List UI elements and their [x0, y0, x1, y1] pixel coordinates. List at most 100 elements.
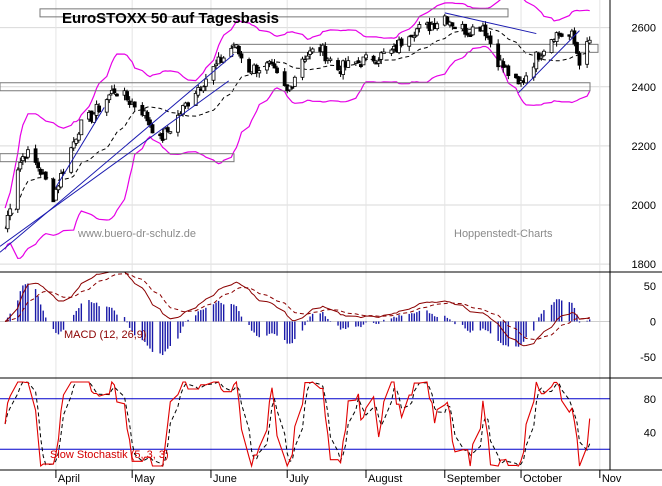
candle-body [516, 76, 521, 85]
bollinger-upper [4, 0, 590, 209]
candle-body [549, 39, 554, 53]
candle-body [254, 64, 259, 74]
candle-body [26, 149, 30, 158]
candle-body [239, 53, 244, 59]
candle-body [356, 60, 361, 64]
candle-body [186, 102, 190, 107]
candle-body [38, 168, 43, 175]
candle-body [43, 171, 48, 180]
candle-body [305, 55, 310, 60]
candle-body [407, 36, 412, 47]
candle-body [234, 44, 239, 48]
candle-body [193, 92, 198, 106]
x-axis-labels: April May June July August September October No… [55, 470, 622, 485]
candle-body [92, 113, 96, 123]
candle-body [196, 87, 201, 96]
candle-body [359, 64, 363, 68]
stochastic-panel [0, 380, 610, 469]
candle-body [496, 43, 501, 68]
trendline-down [444, 12, 537, 35]
candle-body [587, 39, 592, 44]
candle-body [18, 161, 23, 170]
candle-body [15, 169, 20, 210]
bollinger-bands [4, 0, 591, 260]
candle-body [97, 105, 102, 112]
candle-body [303, 59, 307, 62]
candle-body [59, 173, 63, 188]
watermark-source: Hoppenstedt-Charts [454, 228, 553, 240]
stochastic-label: Slow Stochastik (5, 3, 3) [50, 449, 169, 461]
candle-body [132, 101, 137, 108]
candle-body [264, 62, 269, 71]
candle-body [371, 55, 376, 62]
candle-body [54, 188, 58, 201]
candle-body [346, 60, 351, 68]
candle-body [282, 71, 287, 86]
candle-body [465, 32, 470, 36]
candle-body [247, 59, 251, 73]
candle-body [270, 61, 274, 65]
candle-body [364, 54, 368, 59]
watermark-website: www.buero-dr-schulz.de [78, 228, 196, 240]
x-tick-label-june: June [213, 473, 237, 485]
panel-frames [0, 0, 662, 471]
candle-body [376, 60, 381, 64]
y-axis-labels: 1800 2000 2200 2400 2600 50 0 -50 80 40 [632, 23, 656, 440]
candle-body [125, 91, 129, 101]
candle-body [417, 24, 422, 29]
candle-body [292, 76, 297, 87]
candle-body [221, 57, 226, 63]
stoch-tick-label-80: 80 [644, 394, 656, 406]
macd-tick-label--50: -50 [640, 352, 656, 364]
candle-body [435, 23, 440, 30]
trend-lines [0, 12, 580, 253]
y-tick-label-2000: 2000 [632, 200, 656, 212]
candle-body [585, 41, 590, 65]
trendline-up-1 [0, 53, 235, 253]
x-tick-label-april: April [58, 473, 80, 485]
candle-body [542, 50, 546, 56]
candle-body [468, 34, 473, 37]
candle-body [203, 78, 208, 87]
candle-body [8, 208, 13, 216]
x-tick-label-august: August [368, 473, 402, 485]
candle-body [300, 58, 305, 78]
candle-body [450, 22, 455, 27]
macd-signal-line [5, 273, 590, 340]
candle-body [163, 128, 168, 140]
candle-body [534, 51, 539, 70]
candle-body [445, 16, 450, 25]
candle-body [336, 60, 340, 71]
candle-body [79, 119, 84, 136]
candle-body [112, 88, 117, 94]
x-tick-label-october: October [523, 473, 562, 485]
candle-body [176, 114, 180, 133]
macd-panel [0, 271, 610, 356]
candle-body [165, 127, 170, 132]
candle-body [361, 56, 366, 66]
resistance-box [39, 8, 509, 18]
candle-body [71, 141, 76, 149]
candle-body [290, 86, 295, 89]
candle-body [397, 39, 401, 53]
candle-body [257, 70, 262, 74]
candle-body [115, 93, 119, 97]
trendline-up-2 [0, 80, 230, 247]
price-candles [5, 14, 592, 233]
macd-tick-label-0: 0 [650, 316, 656, 328]
candle-body [399, 38, 404, 46]
y-tick-label-1800: 1800 [632, 259, 656, 271]
candle-body [381, 51, 386, 54]
candle-body [328, 58, 333, 61]
candle-body [506, 65, 511, 77]
macd-label: MACD (12, 26,9) [64, 329, 147, 341]
candle-body [272, 63, 277, 69]
candle-body [56, 185, 61, 191]
bollinger-lower [4, 45, 591, 260]
candle-body [514, 73, 518, 79]
macd-tick-label-50: 50 [644, 281, 656, 293]
candle-body [104, 99, 109, 113]
candle-body [412, 35, 417, 39]
candle-body [575, 42, 579, 54]
